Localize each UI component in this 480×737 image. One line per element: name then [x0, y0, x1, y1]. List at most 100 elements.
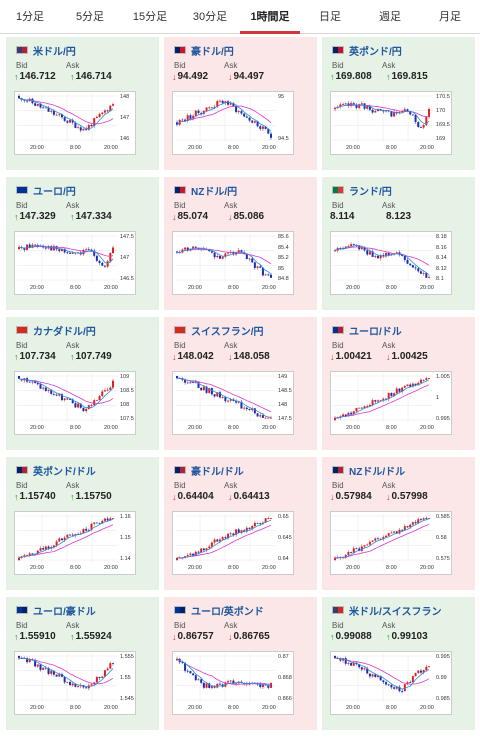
- pair-name[interactable]: ユーロ/豪ドル: [33, 606, 96, 618]
- mini-chart[interactable]: 85.6 85.4 85.2 85 84.8 20:00 8:00 20:00: [172, 231, 294, 295]
- flag-icon: [332, 46, 344, 54]
- pair-title[interactable]: 豪ドル/ドル: [174, 463, 244, 478]
- pair-title[interactable]: ランド/円: [332, 183, 392, 198]
- pair-title[interactable]: ユーロ/ドル: [332, 323, 402, 338]
- pair-name[interactable]: 豪ドル/ドル: [191, 466, 244, 478]
- pair-title[interactable]: NZドル/円: [174, 183, 238, 198]
- mini-chart[interactable]: 149 148.5 148 147.5 20:00 8:00 20:00: [172, 371, 294, 435]
- candlestick-chart: [333, 234, 433, 282]
- candlestick-chart: [17, 94, 117, 142]
- pair-name[interactable]: NZドル/円: [191, 186, 238, 198]
- mini-chart[interactable]: 1.16 1.15 1.14 20:00 8:00 20:00: [14, 511, 136, 575]
- candle: [235, 529, 238, 535]
- mini-chart[interactable]: 1.555 1.55 1.545 20:00 8:00 20:00: [14, 651, 136, 715]
- pair-name[interactable]: 豪ドル/円: [191, 46, 234, 58]
- currency-card[interactable]: ユーロ/英ポンド Bid Ask ↓ 0.86757 ↓ 0.86765 0.87 0.868 0…: [164, 597, 317, 730]
- candle: [216, 539, 219, 542]
- pair-name[interactable]: カナダドル/円: [33, 326, 96, 338]
- currency-card[interactable]: ユーロ/円 Bid Ask ↑ 147.329 ↑ 147.334 147.5 147 146.5…: [6, 177, 159, 310]
- pair-title[interactable]: ユーロ/豪ドル: [16, 603, 96, 618]
- bid-number: 0.86757: [177, 631, 214, 642]
- pair-name[interactable]: NZドル/ドル: [349, 466, 406, 478]
- candle: [270, 417, 272, 419]
- candle: [411, 383, 414, 387]
- moving-average-short: [18, 378, 114, 409]
- arrow-down-icon: ↓: [228, 631, 233, 642]
- tab-1[interactable]: 5分足: [75, 11, 105, 23]
- candle: [248, 527, 251, 529]
- flag-icon: [16, 606, 28, 614]
- currency-card[interactable]: ユーロ/豪ドル Bid Ask ↑ 1.55910 ↑ 1.55924 1.555 1.55 1.…: [6, 597, 159, 730]
- mini-chart[interactable]: 0.65 0.645 0.64 20:00 8:00 20:00: [172, 511, 294, 575]
- candle: [409, 524, 412, 528]
- pair-name[interactable]: ユーロ/ドル: [349, 326, 402, 338]
- pair-title[interactable]: 豪ドル/円: [174, 43, 234, 58]
- y-tick-label: 108.5: [120, 388, 134, 394]
- mini-chart[interactable]: 109 108.5 108 107.5 20:00 8:00 20:00: [14, 371, 136, 435]
- currency-card[interactable]: スイスフラン/円 Bid Ask ↓ 148.042 ↓ 148.058 149 148.5 14…: [164, 317, 317, 450]
- currency-card[interactable]: 豪ドル/円 Bid Ask ↓ 94.492 ↓ 94.497 95 94.5 20:00 8:00…: [164, 37, 317, 170]
- currency-card[interactable]: 米ドル/円 Bid Ask ↑ 146.712 ↑ 146.714 148 147 146 20:0…: [6, 37, 159, 170]
- pair-name[interactable]: 英ポンド/ドル: [33, 466, 96, 478]
- bid-number: 169.808: [335, 71, 372, 82]
- pair-title[interactable]: スイスフラン/円: [174, 323, 264, 338]
- candle: [347, 245, 350, 247]
- pair-name[interactable]: 英ポンド/円: [349, 46, 402, 58]
- pair-name[interactable]: 米ドル/スイスフラン: [349, 606, 442, 618]
- candle: [376, 400, 379, 402]
- candle: [358, 407, 361, 409]
- currency-card[interactable]: カナダドル/円 Bid Ask ↑ 107.734 ↑ 107.749 109 108.5 108…: [6, 317, 159, 450]
- candle: [368, 251, 371, 255]
- currency-card[interactable]: NZドル/円 Bid Ask ↓ 85.074 ↓ 85.086 85.6 85.4 85.2 85…: [164, 177, 317, 310]
- candle: [205, 107, 208, 111]
- y-tick-label: 147: [120, 255, 130, 261]
- mini-chart[interactable]: 8.18 8.16 8.14 8.12 8.1 20:00 8:00 20:00: [330, 231, 452, 295]
- tab-6[interactable]: 週足: [379, 11, 401, 23]
- tab-3[interactable]: 30分足: [192, 11, 228, 23]
- tab-0[interactable]: 1分足: [15, 11, 45, 23]
- bid-value: ↑ 1.55910: [14, 631, 66, 642]
- pair-title[interactable]: 米ドル/円: [16, 43, 76, 58]
- currency-card[interactable]: 米ドル/スイスフラン Bid Ask ↑ 0.99088 ↑ 0.99103 0.995 0.9…: [322, 597, 475, 730]
- ask-value: ↑ 1.15750: [70, 491, 112, 502]
- mini-chart[interactable]: 0.87 0.868 0.866 20:00 8:00 20:00: [172, 651, 294, 715]
- pair-name[interactable]: 米ドル/円: [33, 46, 76, 58]
- currency-card[interactable]: 豪ドル/ドル Bid Ask ↓ 0.64404 ↓ 0.64413 0.65 0.645 0.6…: [164, 457, 317, 590]
- mini-chart[interactable]: 0.995 0.99 0.985 20:00 8:00 20:00: [330, 651, 452, 715]
- pair-title[interactable]: NZドル/ドル: [332, 463, 406, 478]
- currency-card[interactable]: ユーロ/ドル Bid Ask ↓ 1.00421 ↓ 1.00425 1.005 1 0.995 2…: [322, 317, 475, 450]
- candle: [85, 249, 88, 251]
- pair-name[interactable]: ユーロ/円: [33, 186, 76, 198]
- tab-2[interactable]: 15分足: [132, 11, 168, 23]
- ask-label: Ask: [66, 481, 80, 490]
- pair-title[interactable]: 英ポンド/円: [332, 43, 402, 58]
- currency-card[interactable]: NZドル/ドル Bid Ask ↓ 0.57984 ↓ 0.57998 0.585 0.58 0.…: [322, 457, 475, 590]
- pair-name[interactable]: スイスフラン/円: [191, 326, 264, 338]
- mini-chart[interactable]: 0.585 0.58 0.575 20:00 8:00 20:00: [330, 511, 452, 575]
- currency-card[interactable]: 英ポンド/円 Bid Ask ↑ 169.808 ↑ 169.815 170.5 170 169.…: [322, 37, 475, 170]
- candle: [235, 400, 238, 403]
- pair-name[interactable]: ユーロ/英ポンド: [191, 606, 264, 618]
- pair-title[interactable]: 英ポンド/ドル: [16, 463, 96, 478]
- mini-chart[interactable]: 1.005 1 0.995 20:00 8:00 20:00: [330, 371, 452, 435]
- mini-chart[interactable]: 147.5 147 146.5 20:00 8:00 20:00: [14, 231, 136, 295]
- tab-5[interactable]: 日足: [319, 11, 341, 23]
- currency-card[interactable]: 英ポンド/ドル Bid Ask ↑ 1.15740 ↑ 1.15750 1.16 1.15 1.1…: [6, 457, 159, 590]
- pair-title[interactable]: ユーロ/円: [16, 183, 76, 198]
- pair-name[interactable]: ランド/円: [349, 186, 392, 198]
- candlestick-chart: [333, 514, 433, 562]
- pair-title[interactable]: カナダドル/円: [16, 323, 96, 338]
- flag-icon: [174, 466, 186, 474]
- mini-chart[interactable]: 170.5 170 169.5 169 20:00 8:00 20:00: [330, 91, 452, 155]
- mini-chart[interactable]: 148 147 146 20:00 8:00 20:00: [14, 91, 136, 155]
- tab-4[interactable]: 1時間足: [240, 0, 300, 34]
- pair-title[interactable]: ユーロ/英ポンド: [174, 603, 264, 618]
- mini-chart[interactable]: 95 94.5 20:00 8:00 20:00: [172, 91, 294, 155]
- pair-title[interactable]: 米ドル/スイスフラン: [332, 603, 442, 618]
- currency-card[interactable]: ランド/円 Bid Ask 8.114 8.123 8.18 8.16 8.14 8.12 8.1…: [322, 177, 475, 310]
- tab-7[interactable]: 月足: [439, 11, 461, 23]
- candle: [184, 119, 187, 121]
- candle: [368, 404, 371, 407]
- candle: [63, 676, 66, 683]
- x-tick-label: 8:00: [70, 565, 81, 571]
